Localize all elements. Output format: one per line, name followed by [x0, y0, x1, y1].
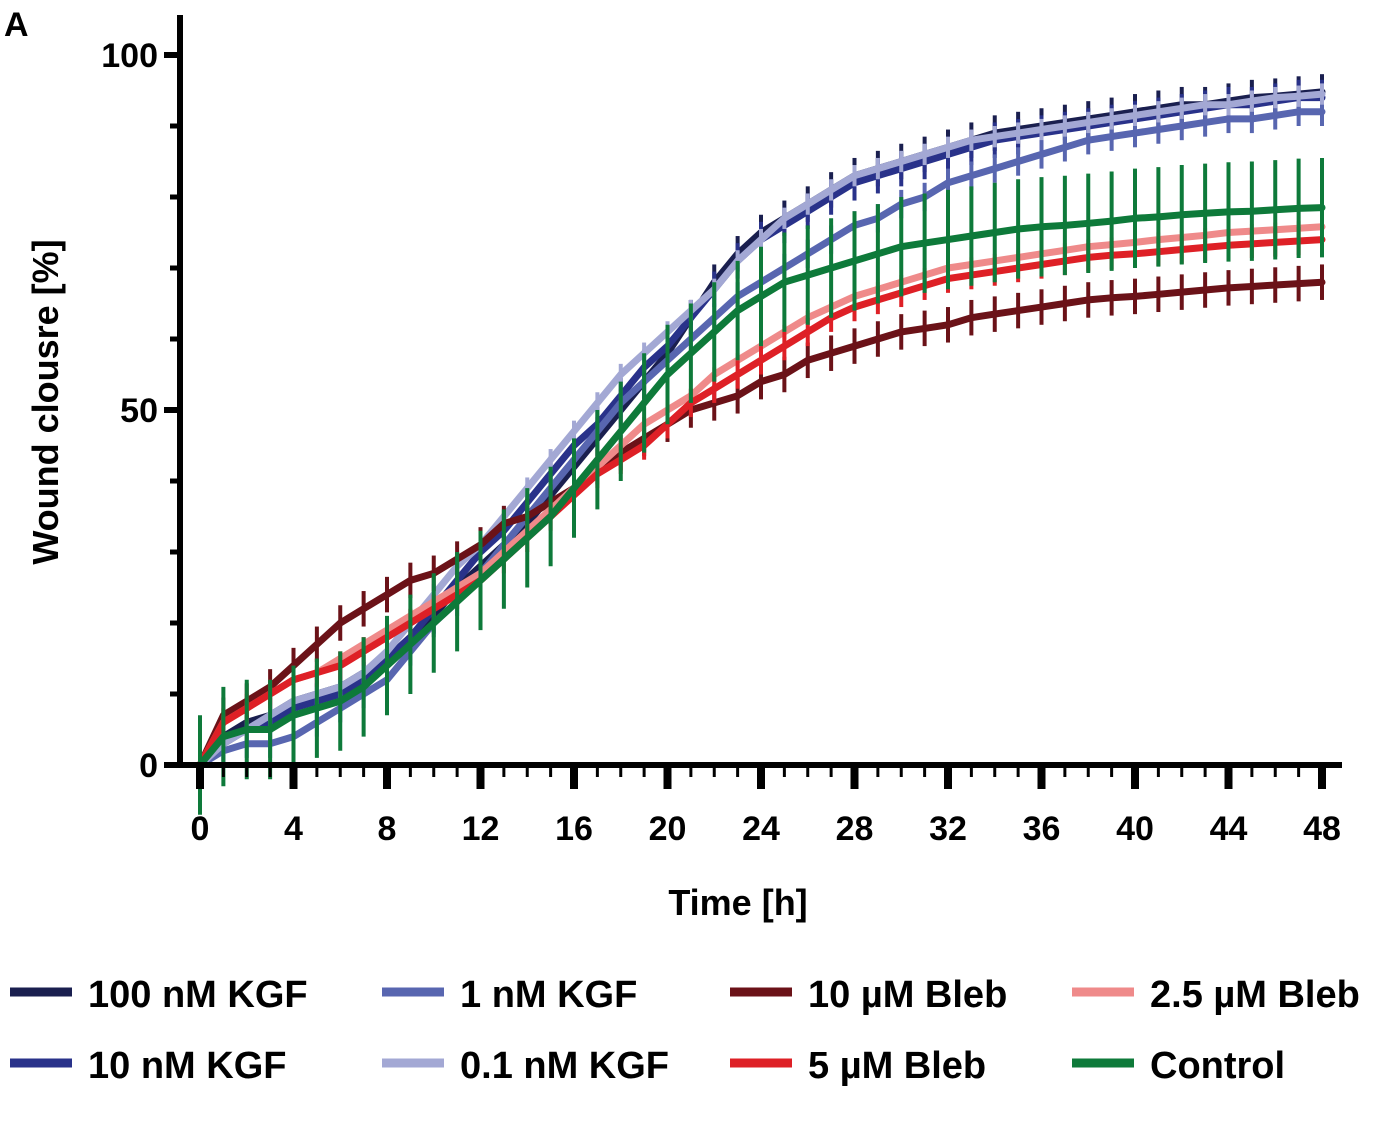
x-tick-label: 40 — [1116, 810, 1154, 848]
y-tick-label: 100 — [101, 37, 158, 75]
legend-label: 0.1 nM KGF — [460, 1045, 669, 1087]
x-tick-label: 36 — [1023, 810, 1061, 848]
x-tick-label: 32 — [929, 810, 967, 848]
legend-item: Control — [1072, 1045, 1285, 1087]
legend-label: 10 µM Bleb — [808, 974, 1007, 1016]
x-tick-label: 24 — [742, 810, 780, 848]
y-axis-title: Wound clousre [%] — [25, 239, 66, 564]
series-4 — [196, 83, 1326, 776]
x-tick-label: 0 — [191, 810, 210, 848]
series-line — [196, 278, 1326, 769]
x-axis-title: Time [h] — [668, 882, 807, 923]
legend-item: 5 µM Bleb — [730, 1045, 986, 1087]
y-tick-label: 0 — [139, 747, 158, 785]
legend-item: 0.1 nM KGF — [382, 1045, 669, 1087]
legend-item: 10 nM KGF — [10, 1045, 286, 1087]
legend-item: 1 nM KGF — [382, 974, 637, 1016]
x-tick-label: 4 — [284, 810, 303, 848]
series-line — [196, 90, 1326, 769]
legend: 100 nM KGF 1 nM KGF 10 µM Bleb 2.5 µM Bleb 1… — [10, 974, 1360, 1087]
series-2 — [196, 79, 1326, 783]
legend-label: 5 µM Bleb — [808, 1045, 986, 1087]
x-tick-label: 12 — [462, 810, 500, 848]
series-8 — [196, 157, 1326, 815]
legend-label: 2.5 µM Bleb — [1150, 974, 1360, 1016]
series-layer — [196, 74, 1326, 815]
y-tick-label: 50 — [120, 392, 158, 430]
x-tick-label: 20 — [649, 810, 687, 848]
legend-item: 2.5 µM Bleb — [1072, 974, 1360, 1016]
x-tick-label: 8 — [378, 810, 397, 848]
x-tick-label: 16 — [555, 810, 593, 848]
series-line — [196, 204, 1326, 769]
x-tick-label: 28 — [836, 810, 874, 848]
legend-item: 10 µM Bleb — [730, 974, 1007, 1016]
legend-label: Control — [1150, 1045, 1285, 1087]
legend-label: 100 nM KGF — [88, 974, 308, 1016]
legend-label: 10 nM KGF — [88, 1045, 286, 1087]
legend-label: 1 nM KGF — [460, 974, 637, 1016]
panel-label: A — [4, 6, 29, 44]
legend-item: 100 nM KGF — [10, 974, 308, 1016]
x-tick-label: 44 — [1210, 810, 1248, 848]
x-tick-label: 48 — [1303, 810, 1341, 848]
